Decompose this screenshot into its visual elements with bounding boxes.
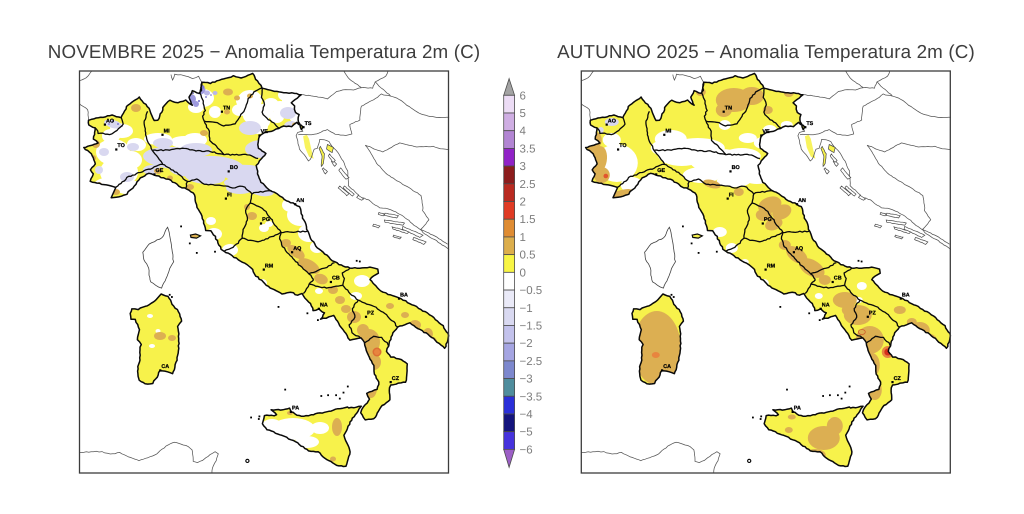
svg-text:CB: CB — [834, 276, 842, 282]
svg-text:TS: TS — [305, 121, 312, 127]
svg-text:BO: BO — [230, 165, 238, 171]
svg-text:PZ: PZ — [367, 311, 375, 317]
svg-text:3: 3 — [520, 161, 526, 173]
svg-text:AQ: AQ — [795, 246, 803, 252]
svg-text:−1.5: −1.5 — [520, 321, 543, 333]
svg-text:4: 4 — [520, 126, 527, 138]
svg-text:RM: RM — [767, 263, 776, 269]
svg-text:MI: MI — [164, 129, 170, 135]
svg-text:−4: −4 — [520, 409, 534, 421]
svg-text:−2: −2 — [520, 338, 533, 350]
svg-text:NA: NA — [822, 303, 830, 309]
svg-text:BO: BO — [732, 165, 740, 171]
svg-text:AUTUNNO 2025 − Anomalia Temper: AUTUNNO 2025 − Anomalia Temperatura 2m (… — [557, 41, 975, 62]
svg-text:2: 2 — [520, 197, 526, 209]
svg-text:PG: PG — [764, 217, 772, 223]
svg-text:−2.5: −2.5 — [520, 356, 543, 368]
svg-text:BA: BA — [400, 292, 408, 298]
svg-text:3.5: 3.5 — [520, 143, 536, 155]
svg-text:−1: −1 — [520, 303, 533, 315]
svg-text:TS: TS — [806, 121, 813, 127]
svg-text:TO: TO — [619, 143, 626, 149]
svg-text:FI: FI — [227, 192, 232, 198]
svg-text:PG: PG — [262, 217, 270, 223]
svg-text:MI: MI — [665, 129, 671, 135]
svg-text:1.5: 1.5 — [520, 214, 536, 226]
svg-text:TN: TN — [223, 105, 230, 111]
svg-text:RM: RM — [265, 263, 274, 269]
svg-text:0.5: 0.5 — [520, 250, 536, 262]
svg-text:GE: GE — [657, 168, 665, 174]
svg-text:AN: AN — [296, 198, 304, 204]
svg-text:VE: VE — [261, 129, 269, 135]
svg-text:VE: VE — [762, 129, 770, 135]
svg-text:5: 5 — [520, 108, 526, 120]
svg-text:−0.5: −0.5 — [520, 285, 543, 297]
svg-text:CA: CA — [161, 364, 169, 370]
svg-text:6: 6 — [520, 90, 526, 102]
svg-text:NA: NA — [320, 303, 328, 309]
svg-text:0: 0 — [520, 267, 526, 279]
svg-text:−3: −3 — [520, 374, 533, 386]
svg-text:AO: AO — [106, 118, 114, 124]
svg-text:BA: BA — [902, 292, 910, 298]
svg-text:PZ: PZ — [869, 311, 877, 317]
svg-text:FI: FI — [729, 192, 734, 198]
svg-text:PA: PA — [292, 406, 299, 412]
svg-text:GE: GE — [156, 168, 164, 174]
svg-text:−3.5: −3.5 — [520, 391, 543, 403]
svg-text:2.5: 2.5 — [520, 179, 536, 191]
svg-text:AN: AN — [798, 198, 806, 204]
svg-text:AQ: AQ — [293, 246, 301, 252]
svg-text:TN: TN — [725, 105, 732, 111]
svg-text:NOVEMBRE 2025 − Anomalia Tempe: NOVEMBRE 2025 − Anomalia Temperatura 2m … — [48, 41, 481, 62]
svg-text:AO: AO — [608, 118, 616, 124]
svg-text:CZ: CZ — [894, 376, 902, 382]
svg-text:CZ: CZ — [392, 376, 400, 382]
svg-text:TO: TO — [117, 143, 124, 149]
svg-text:PA: PA — [794, 406, 801, 412]
svg-text:−5: −5 — [520, 427, 533, 439]
svg-text:CA: CA — [663, 364, 671, 370]
svg-text:CB: CB — [332, 276, 340, 282]
svg-text:1: 1 — [520, 232, 526, 244]
svg-text:−6: −6 — [520, 444, 533, 456]
